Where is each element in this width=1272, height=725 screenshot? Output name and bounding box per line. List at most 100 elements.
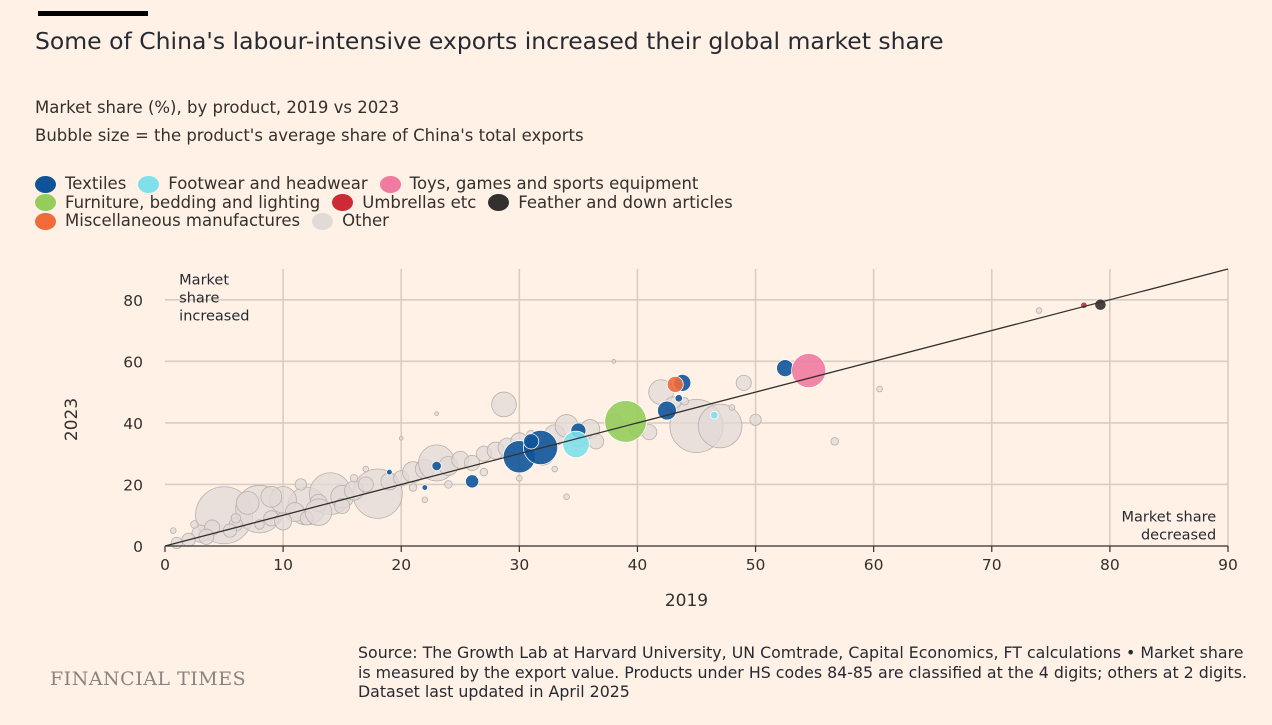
x-tick-label: 10 <box>273 556 293 574</box>
bubble-other <box>551 465 559 473</box>
bubble-other <box>697 403 743 449</box>
bubble-textiles <box>431 460 442 472</box>
annotation-line: share <box>179 290 219 306</box>
legend-item-feather: Feather and down articles <box>488 193 733 213</box>
bubble-other <box>421 496 429 504</box>
bubble-furniture-bedding-and-lighting <box>604 400 647 443</box>
grid <box>165 269 1229 546</box>
bubble-textiles <box>465 474 480 489</box>
legend-swatch <box>35 212 56 230</box>
bubble-other <box>444 480 453 489</box>
y-tick-label: 60 <box>123 353 143 371</box>
bubble-other <box>728 404 736 411</box>
bubble-other <box>334 497 351 514</box>
bubble-other <box>830 437 839 446</box>
x-tick-label: 60 <box>864 556 884 574</box>
chart-subtitle: Market share (%), by product, 2019 vs 20… <box>35 98 400 117</box>
y-tick-label: 20 <box>123 476 143 494</box>
bubble-other <box>170 527 177 534</box>
bubble-other <box>735 374 752 391</box>
legend-item-umbrellas: Umbrellas etc <box>332 193 476 213</box>
legend-item-toys: Toys, games and sports equipment <box>379 174 699 194</box>
y-tick-label: 40 <box>123 415 143 433</box>
reference-line <box>164 268 1229 547</box>
x-tick-label: 20 <box>391 556 411 574</box>
annotation-line: Market share <box>1122 509 1217 525</box>
bubble-other <box>516 475 523 482</box>
legend-row-2: Furniture, bedding and lighting Umbrella… <box>35 192 1135 213</box>
bubble-other <box>274 512 293 531</box>
legend-row-1: Textiles Footwear and headwear Toys, gam… <box>35 174 1135 194</box>
y-tick-label: 80 <box>123 292 143 310</box>
bubble-other <box>876 385 883 393</box>
x-tick-label: 40 <box>628 556 648 574</box>
legend-swatch <box>379 175 401 193</box>
bubble-other <box>235 491 260 515</box>
x-axis-label: 2019 <box>665 591 708 611</box>
bubble-textiles <box>386 468 393 476</box>
bubble-other <box>230 513 242 524</box>
annotation-line: Market <box>179 272 229 288</box>
bubble-miscellaneous-manufactures <box>666 375 684 393</box>
reference-line-group <box>164 268 1229 547</box>
legend-swatch <box>332 194 354 212</box>
axes: 0 10 20 30 40 50 60 70 80 90 0 20 40 60 80 2019 2023 <box>62 292 1238 611</box>
chart-annotation: Market share decreased <box>1122 509 1217 543</box>
legend-swatch <box>312 212 334 230</box>
annotation-line: decreased <box>1141 527 1216 543</box>
x-tick-label: 30 <box>509 556 529 574</box>
bubble-footwear-and-headwear <box>562 430 590 459</box>
bubble-other <box>190 520 199 529</box>
bubble-other <box>588 433 605 450</box>
legend-item-other: Other <box>312 211 389 231</box>
bubbles <box>170 298 1107 550</box>
bubble-other <box>611 359 617 364</box>
x-tick-label: 0 <box>160 556 170 574</box>
legend-label: Furniture, bedding and lighting <box>65 192 321 212</box>
bubble-other <box>479 467 489 477</box>
bubble-other <box>294 478 307 491</box>
chart-title: Some of China's labour-intensive exports… <box>35 27 944 55</box>
header-rule <box>38 11 148 16</box>
bubble-textiles <box>674 394 683 403</box>
bubble-other <box>260 485 283 508</box>
x-tick-label: 50 <box>746 556 766 574</box>
bubble-other <box>357 476 374 493</box>
legend-label: Miscellaneous manufactures <box>65 211 301 230</box>
bubble-other <box>398 435 404 441</box>
chart-subtitle-bubble-size: Bubble size = the product's average shar… <box>35 126 584 145</box>
legend-label: Other <box>342 211 389 230</box>
annotations: Market share increased Market share decrease… <box>179 272 1216 543</box>
legend-label: Toys, games and sports equipment <box>409 174 699 193</box>
chart-annotation: Market share increased <box>179 272 249 324</box>
bubble-other <box>1035 307 1043 314</box>
legend-item-misc: Miscellaneous manufactures <box>35 211 301 231</box>
y-axis-label: 2023 <box>62 398 82 441</box>
legend-label: Textiles <box>65 174 127 193</box>
y-tick-label: 0 <box>133 538 143 556</box>
bubble-toys-games-and-sports-equipment <box>791 353 827 389</box>
bubble-other <box>434 411 439 416</box>
bubble-textiles <box>657 400 677 421</box>
bubble-footwear-and-headwear <box>710 410 719 420</box>
bubble-other <box>362 465 370 473</box>
legend-label: Footwear and headwear <box>168 174 368 193</box>
legend-swatch <box>35 175 56 193</box>
x-tick-label: 80 <box>1100 556 1120 574</box>
bubble-other <box>491 391 517 418</box>
legend-item-furniture: Furniture, bedding and lighting <box>35 192 321 213</box>
bubble-other <box>408 483 418 492</box>
bubble-textiles <box>421 484 429 491</box>
bubble-other <box>349 474 359 483</box>
legend-item-textiles: Textiles <box>35 174 127 194</box>
bubble-other <box>304 498 333 526</box>
bubble-other <box>749 413 762 426</box>
annotation-line: increased <box>179 308 249 324</box>
scatter-chart: 0 10 20 30 40 50 60 70 80 90 0 20 40 60 80 2019 2023 Mar… <box>62 268 1238 611</box>
source-note: Source: The Growth Lab at Harvard Univer… <box>358 643 1248 701</box>
legend-row-3: Miscellaneous manufactures Other <box>35 211 1135 231</box>
legend: Textiles Footwear and headwear Toys, gam… <box>35 174 1135 231</box>
bubble-textiles <box>776 359 795 378</box>
bubble-textiles <box>523 433 540 450</box>
ft-logo: FINANCIAL TIMES <box>50 668 247 690</box>
